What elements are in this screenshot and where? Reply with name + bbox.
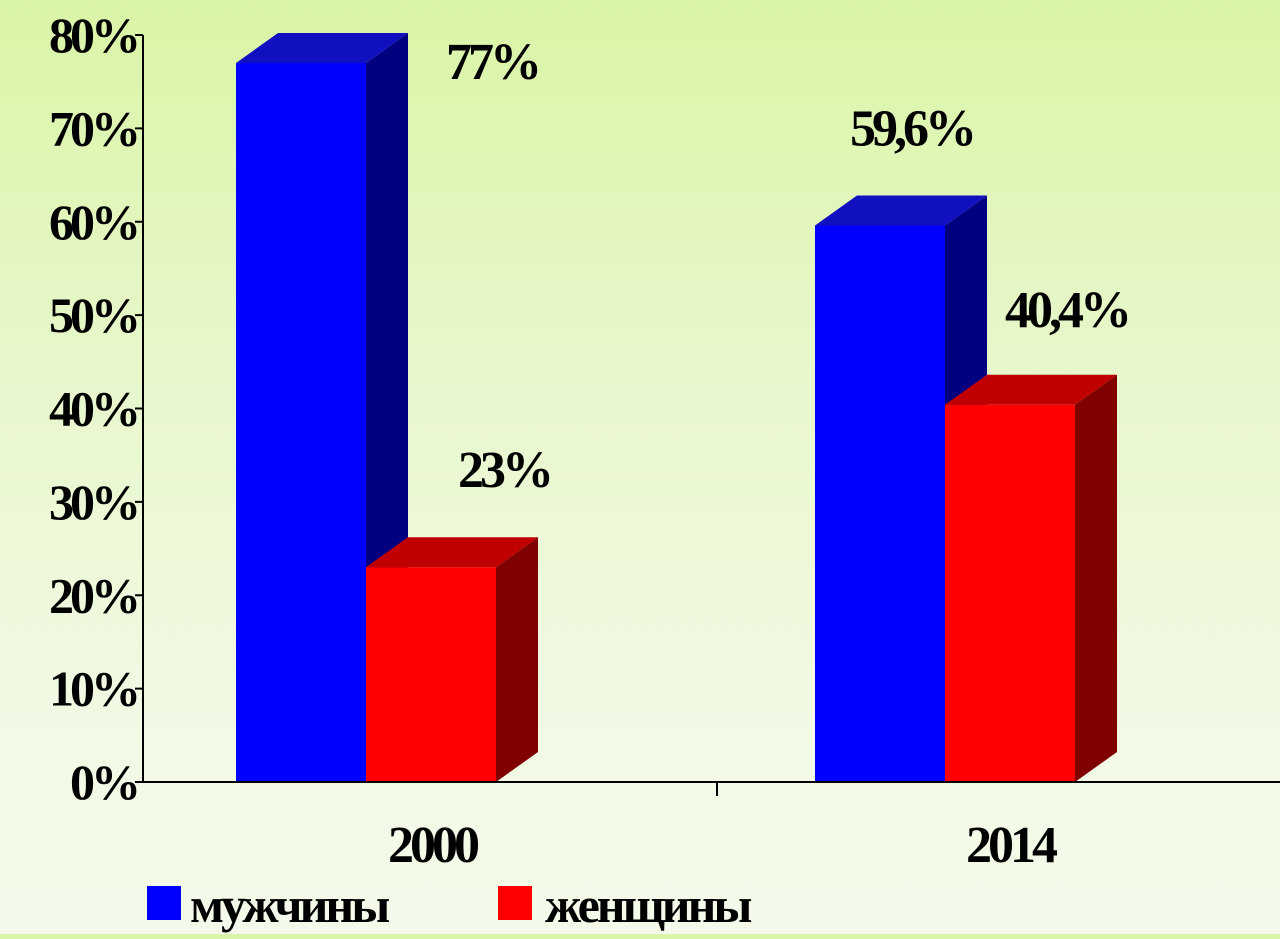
y-tick-label: 10% xyxy=(49,661,137,717)
bar-top xyxy=(236,33,408,64)
y-tick-label: 20% xyxy=(49,567,137,623)
y-tick-label: 0% xyxy=(70,754,137,810)
bar-2000-women xyxy=(366,537,538,782)
category-labels-layer: 2000 2014 xyxy=(388,817,1062,874)
legend-swatch xyxy=(147,886,181,920)
bar-front xyxy=(366,567,496,782)
y-tick-label: 70% xyxy=(49,100,137,156)
data-label: 77% xyxy=(446,34,538,91)
y-tick-label: 40% xyxy=(49,381,137,437)
bar-side xyxy=(1075,374,1117,782)
data-label: 40,4% xyxy=(1005,282,1128,339)
bar-top xyxy=(945,374,1117,405)
data-labels-layer: 77% 23% 59,6% 40,4% xyxy=(446,34,1132,499)
legend-label: женщины xyxy=(545,877,751,933)
bar-top xyxy=(815,195,987,226)
bar-top xyxy=(366,537,538,568)
bar-2014-men xyxy=(815,195,987,783)
bars-layer xyxy=(236,33,1117,783)
bar-side xyxy=(496,537,538,782)
y-ticks-layer: 0% 10% 20% 30% 40% 50% 60% 70% 80% xyxy=(49,7,143,810)
y-tick-label: 50% xyxy=(49,287,137,343)
bar-2014-women xyxy=(945,374,1117,782)
x-category-label: 2014 xyxy=(966,817,1058,874)
y-tick-label: 60% xyxy=(49,194,137,250)
data-label: 59,6% xyxy=(850,100,973,157)
x-category-label: 2000 xyxy=(388,817,479,874)
bar-front xyxy=(815,225,945,783)
y-tick-label: 30% xyxy=(49,474,137,530)
data-label: 23% xyxy=(458,442,550,499)
y-tick-label: 80% xyxy=(49,7,137,63)
legend: мужчины женщины xyxy=(147,877,754,933)
legend-label: мужчины xyxy=(190,877,389,933)
bar-front xyxy=(945,404,1075,782)
bar-front xyxy=(236,63,366,782)
legend-swatch xyxy=(498,886,532,920)
